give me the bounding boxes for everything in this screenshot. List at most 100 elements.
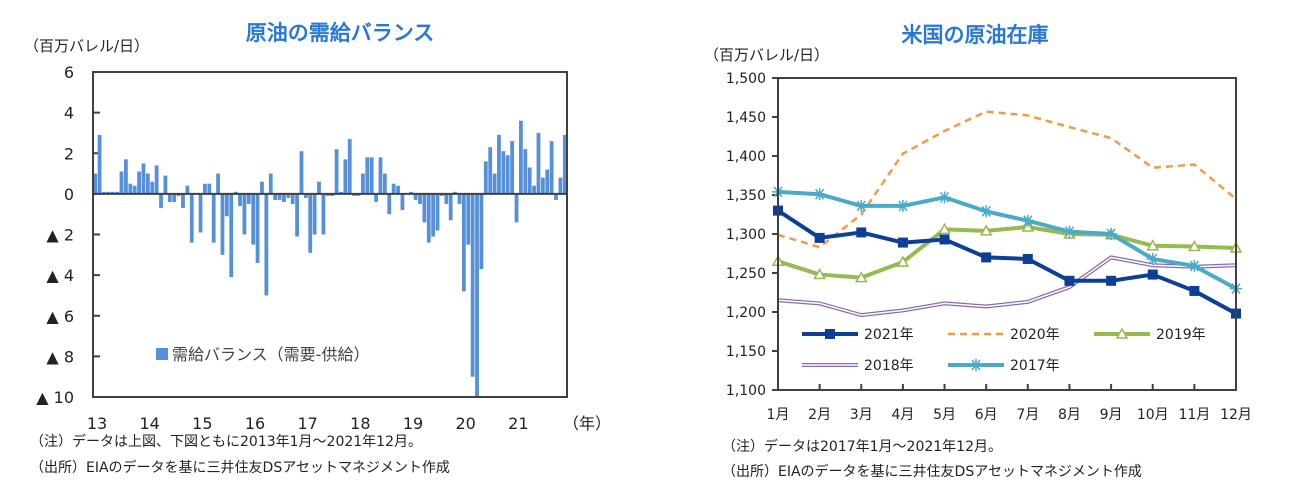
balance-bar [413, 193, 418, 200]
balance-bar [540, 177, 545, 194]
balance-bar [532, 185, 536, 194]
square-marker [825, 329, 835, 339]
balance-bar [115, 191, 120, 194]
left-y-tick-label: ▲ 10 [36, 388, 74, 407]
right-note: （注）データは2017年1月～2021年12月。 [722, 438, 1002, 455]
right-plot-frame [777, 77, 1237, 391]
legend-label: 2021年 [864, 327, 914, 343]
balance-bar [510, 141, 515, 194]
left-x-tick-label: 17 [297, 414, 317, 433]
square-marker [856, 227, 867, 238]
balance-bar [312, 193, 317, 235]
balance-bar [369, 157, 374, 194]
balance-bar [527, 167, 532, 194]
balance-bar [255, 193, 260, 263]
left-x-tick-label: 15 [192, 414, 212, 433]
balance-bar [295, 193, 299, 237]
balance-bar [119, 171, 124, 194]
left-x-tick-label: 16 [245, 414, 265, 433]
balance-bar [409, 191, 414, 194]
balance-bar [475, 193, 479, 397]
right-x-tick-label: 2月 [808, 407, 831, 423]
balance-bar [400, 193, 405, 211]
triangle-marker [854, 271, 868, 283]
balance-bar [172, 193, 177, 202]
balance-bar [154, 165, 159, 194]
triangle-marker [1115, 327, 1129, 339]
balance-bar [110, 191, 115, 194]
balance-bar [396, 185, 400, 194]
balance-bar [418, 193, 422, 205]
balance-bar [536, 132, 541, 194]
right-y-tick-label: 1,100 [726, 383, 766, 399]
balance-bar [523, 149, 528, 194]
balance-bar [492, 173, 497, 194]
balance-bar [426, 193, 431, 243]
right-x-tick-label: 4月 [891, 407, 914, 423]
left-y-unit: （百万バレル/日） [24, 37, 149, 55]
right-y-tick-label: 1,300 [726, 227, 766, 243]
right-y-tick-label: 1,450 [726, 110, 766, 126]
right-y-tick-label: 1,250 [726, 266, 766, 282]
balance-bar [277, 193, 282, 200]
balance-bar [246, 193, 251, 205]
series-line-2018年-inner [777, 256, 1237, 316]
balance-bar [347, 139, 352, 194]
right-x-tick-label: 6月 [975, 407, 998, 423]
balance-bar [488, 147, 493, 194]
square-marker [1064, 275, 1075, 286]
square-marker [1189, 285, 1200, 296]
asterisk-marker [980, 205, 993, 218]
left-x-unit: （年） [563, 414, 611, 433]
left-y-tick-label: ▲ 8 [46, 347, 74, 366]
balance-bar [216, 173, 220, 194]
legend-label: 2017年 [1010, 358, 1060, 374]
balance-bar [159, 193, 163, 209]
left-legend-swatch [156, 348, 168, 360]
balance-bar [330, 193, 335, 196]
series-line-2017年 [777, 189, 1237, 291]
balance-bar [203, 183, 207, 194]
legend-label: 2019年 [1156, 327, 1206, 343]
asterisk-marker [855, 199, 868, 212]
asterisk-marker [813, 188, 826, 201]
asterisk-marker [970, 359, 982, 371]
asterisk-marker [938, 191, 951, 204]
balance-bar [448, 193, 453, 221]
balance-bar [554, 193, 558, 200]
series-line-2020年 [777, 110, 1237, 249]
left-y-tick-label: 0 [64, 185, 74, 204]
balance-bar [317, 181, 321, 194]
balance-bar [440, 193, 444, 196]
legend-label: 2018年 [864, 358, 914, 374]
right-y-tick-label: 1,150 [726, 344, 766, 360]
balance-bar [457, 193, 462, 205]
asterisk-marker [1188, 259, 1201, 272]
balance-bar [545, 169, 550, 194]
left-legend-label: 需給バランス（需要-供給） [172, 345, 369, 364]
balance-bar [391, 183, 396, 194]
balance-bar [233, 191, 238, 194]
balance-bar [93, 173, 98, 194]
balance-bar [321, 193, 326, 235]
asterisk-marker [1105, 228, 1118, 240]
balance-bar [273, 193, 278, 200]
triangle-marker [1146, 239, 1160, 251]
balance-bar [334, 149, 339, 194]
balance-bar [185, 185, 190, 194]
balance-bar [238, 193, 242, 207]
balance-bar [211, 193, 216, 243]
triangle-marker [813, 268, 826, 280]
square-marker [1106, 275, 1117, 286]
balance-bar [356, 193, 361, 196]
right-x-tick-label: 10月 [1137, 407, 1169, 423]
square-marker [1147, 269, 1158, 280]
square-marker [897, 237, 908, 248]
left-chart-title: 原油の需給バランス [246, 21, 435, 45]
balance-bar [242, 193, 247, 235]
balance-bar [299, 151, 304, 194]
right-x-tick-label: 11月 [1178, 407, 1210, 423]
balance-bar [167, 193, 172, 202]
right-x-tick-label: 3月 [850, 407, 873, 423]
